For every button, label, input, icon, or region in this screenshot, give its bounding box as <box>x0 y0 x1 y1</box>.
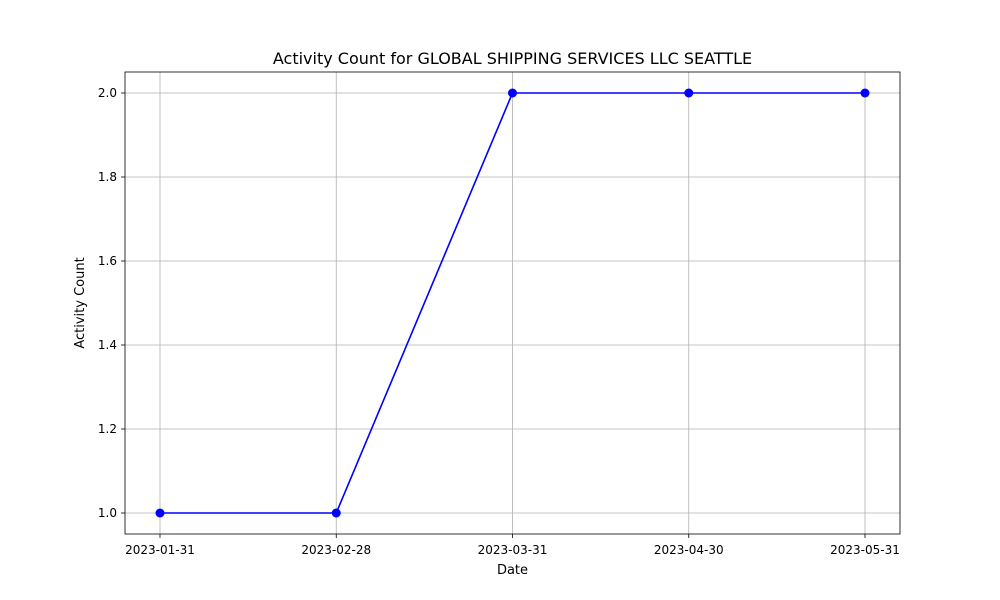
data-point <box>331 508 341 518</box>
x-tick-label: 2023-03-31 <box>478 543 548 557</box>
x-tick-label: 2023-05-31 <box>830 543 900 557</box>
y-axis-label: Activity Count <box>73 257 88 348</box>
y-tick-label: 1.2 <box>98 422 117 436</box>
chart-title: Activity Count for GLOBAL SHIPPING SERVI… <box>273 49 752 68</box>
x-tick-label: 2023-04-30 <box>654 543 724 557</box>
x-axis-label: Date <box>497 563 528 578</box>
data-point <box>155 508 165 518</box>
y-tick-label: 1.0 <box>98 506 117 520</box>
data-point <box>860 88 870 98</box>
axis-ticks: 2023-01-31 2023-02-28 2023-03-31 2023-04-30… <box>98 86 900 557</box>
x-tick-label: 2023-02-28 <box>301 543 371 557</box>
data-point <box>508 88 517 98</box>
data-point <box>684 88 694 98</box>
y-tick-label: 1.4 <box>98 338 117 352</box>
y-tick-label: 2.0 <box>98 86 117 100</box>
series-activity-count <box>155 88 870 518</box>
y-tick-label: 1.6 <box>98 254 117 268</box>
x-tick-label: 2023-01-31 <box>125 543 195 557</box>
y-tick-label: 1.8 <box>98 170 117 184</box>
